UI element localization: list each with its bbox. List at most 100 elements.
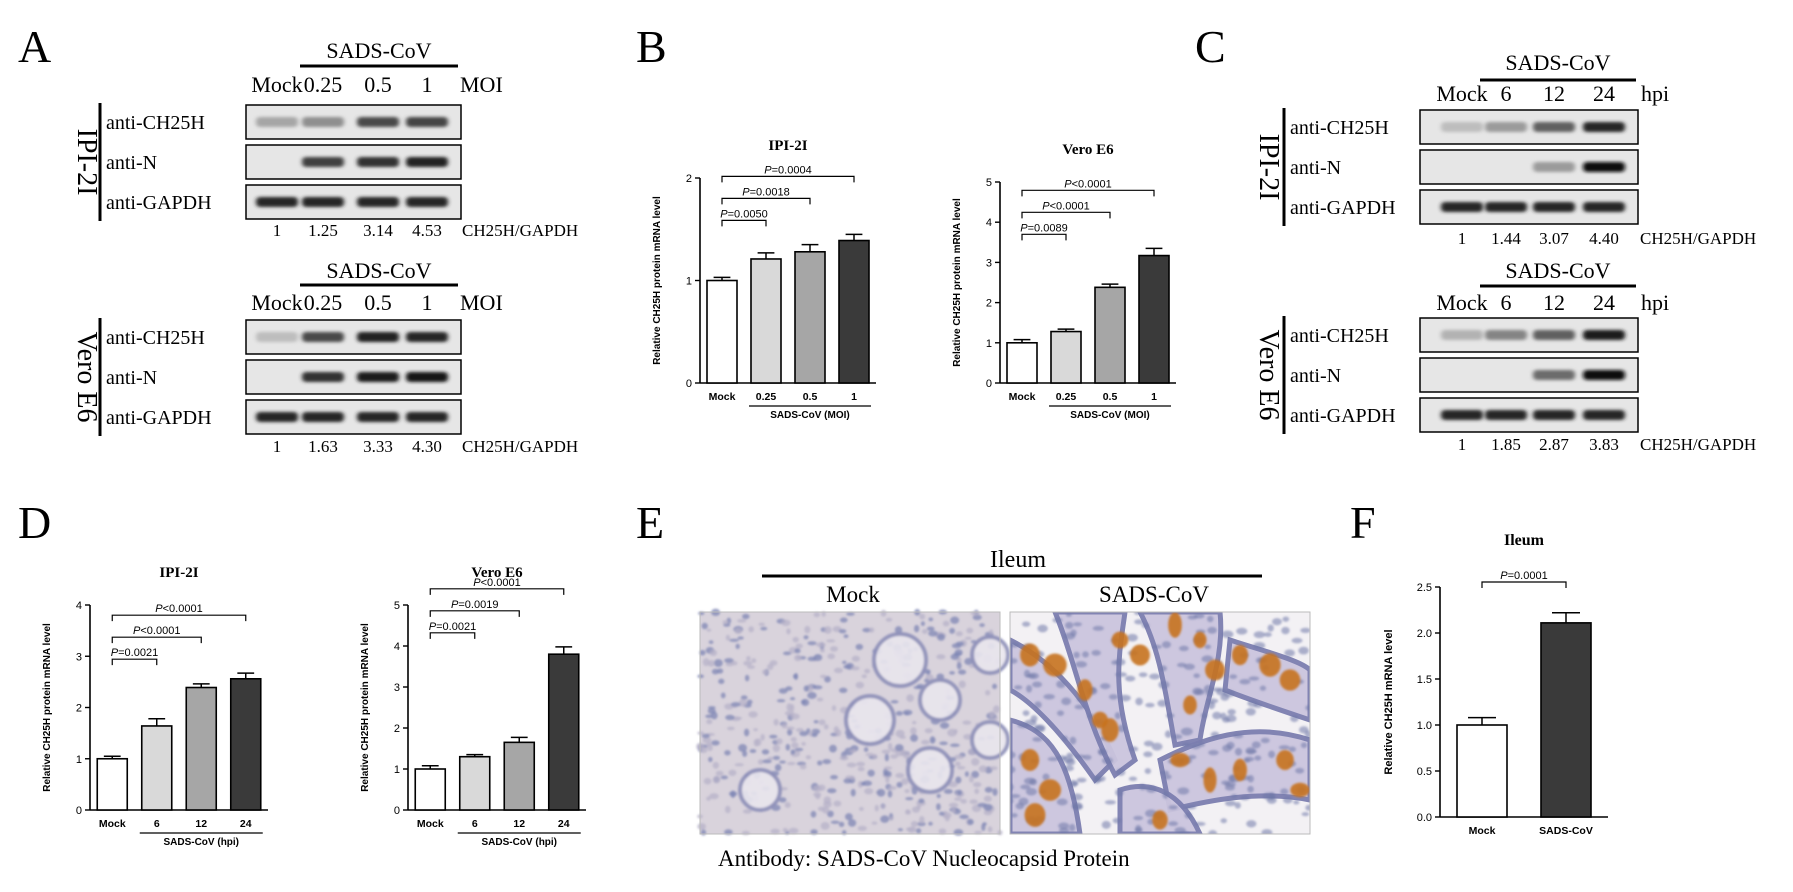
nucleus	[1032, 737, 1043, 742]
nucleus	[748, 626, 754, 633]
nucleus	[894, 626, 903, 634]
nucleus	[788, 827, 799, 834]
nucleus	[746, 656, 751, 661]
nucleus	[1220, 818, 1227, 824]
band-label: anti-GAPDH	[106, 407, 212, 429]
nucleus	[861, 674, 867, 679]
nucleus	[887, 790, 893, 798]
nucleus	[1178, 645, 1189, 652]
p-value-bracket	[1021, 211, 1111, 219]
nucleus	[823, 796, 831, 805]
nucleus	[895, 729, 905, 738]
p-value-bracket	[721, 219, 767, 227]
nucleus	[1298, 646, 1309, 655]
nucleus	[887, 785, 897, 791]
nucleus	[989, 711, 995, 719]
nucleus	[1210, 731, 1220, 738]
lane-unit-label: MOI	[460, 290, 503, 315]
nucleus	[1158, 680, 1170, 689]
chart-title: IPI-2I	[768, 138, 807, 154]
nucleus	[1300, 742, 1308, 749]
x-tick-label: 6	[472, 818, 478, 830]
nucleus	[949, 671, 955, 675]
nucleus	[1034, 724, 1046, 731]
blot-band	[1583, 330, 1625, 340]
nucleus	[867, 769, 875, 777]
blot-band	[406, 197, 448, 207]
blot-band	[1441, 202, 1483, 212]
nucleus	[1301, 812, 1310, 817]
nucleus	[827, 653, 836, 660]
nucleus	[1063, 765, 1074, 772]
nucleus	[746, 699, 753, 705]
nucleus	[1141, 622, 1150, 629]
nucleus	[789, 697, 796, 701]
x-tick-label: 12	[195, 818, 207, 830]
nucleus	[1278, 745, 1290, 750]
nucleus	[971, 758, 980, 766]
nucleus	[957, 765, 966, 770]
nucleus	[734, 627, 743, 635]
nucleus	[1281, 626, 1290, 635]
nucleus	[1069, 736, 1077, 745]
nucleus	[1192, 687, 1203, 696]
bar	[1138, 254, 1170, 384]
blot-band	[302, 372, 344, 382]
bar	[140, 725, 173, 811]
nucleus	[1075, 661, 1087, 668]
nucleus	[859, 806, 864, 812]
stained-cell	[1043, 653, 1067, 677]
nucleus	[978, 765, 988, 773]
nucleus	[924, 678, 929, 683]
ratio-value: 3.83	[1589, 435, 1619, 454]
nucleus	[774, 764, 782, 772]
nucleus	[697, 823, 707, 830]
nucleus	[749, 749, 757, 754]
nucleus	[943, 788, 953, 794]
nucleus	[794, 747, 804, 752]
y-tick-label: 0	[986, 378, 992, 390]
blot-band	[1533, 330, 1575, 340]
x-group-label: SADS-CoV (hpi)	[163, 837, 239, 848]
nucleus	[942, 620, 950, 627]
nucleus	[699, 746, 708, 754]
nucleus	[818, 719, 826, 726]
p-value-label: P=0.0021	[111, 647, 158, 659]
nucleus	[1135, 697, 1143, 706]
x-tick-label: SADS-CoV	[1539, 825, 1593, 837]
blot-band	[1485, 410, 1527, 420]
x-tick-label: 0.25	[1056, 391, 1077, 403]
nucleus	[803, 685, 809, 692]
nucleus	[1116, 768, 1126, 776]
nucleus	[969, 775, 974, 783]
nucleus	[1070, 629, 1077, 637]
nucleus	[790, 736, 797, 742]
ihc-label-mock: Mock	[826, 582, 880, 607]
band-label: anti-GAPDH	[106, 192, 212, 214]
nucleus	[1104, 800, 1116, 805]
band-label: anti-CH25H	[106, 112, 205, 134]
nucleus	[950, 616, 960, 624]
nucleus	[1204, 644, 1212, 650]
nucleus	[710, 711, 718, 720]
nucleus	[830, 775, 838, 780]
nucleus	[1299, 726, 1309, 734]
blot-band	[1583, 122, 1625, 132]
nucleus	[1144, 768, 1152, 775]
nucleus	[813, 612, 820, 618]
lane-label: 0.5	[364, 72, 392, 97]
nucleus	[1247, 699, 1259, 707]
nucleus	[1224, 784, 1236, 791]
nucleus	[863, 747, 869, 752]
nucleus	[1194, 821, 1206, 826]
nucleus	[762, 759, 772, 764]
nucleus	[884, 770, 892, 777]
nucleus	[1043, 693, 1055, 700]
nucleus	[1251, 741, 1261, 749]
nucleus	[1022, 621, 1031, 627]
nucleus	[799, 764, 807, 770]
cell-line-label: IPI-2I	[71, 129, 102, 196]
nucleus	[742, 809, 752, 814]
nucleus	[857, 825, 867, 831]
nucleus	[920, 621, 925, 627]
